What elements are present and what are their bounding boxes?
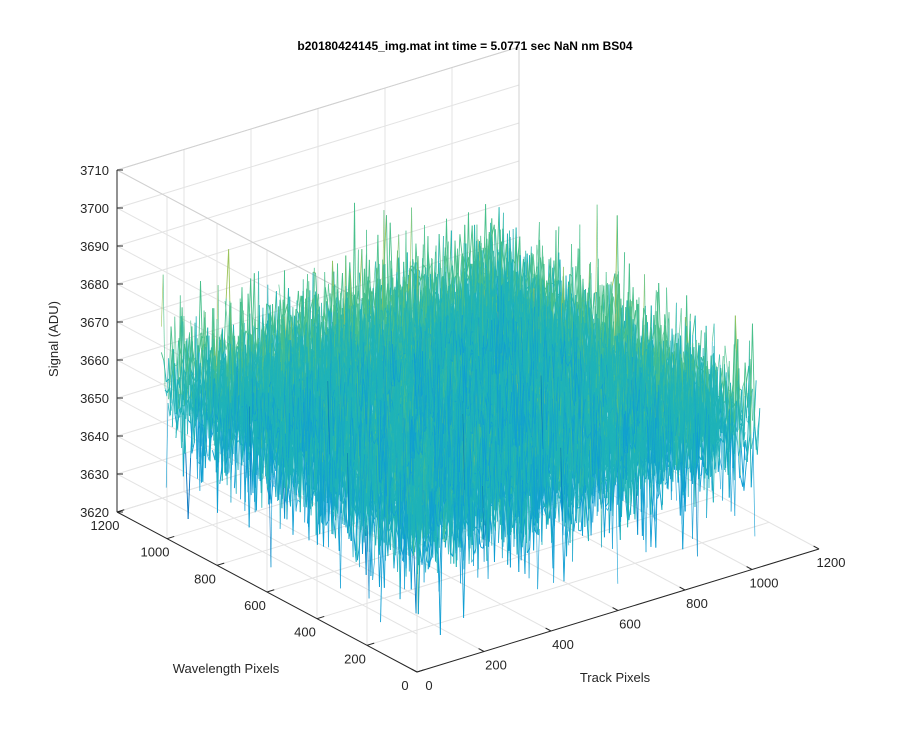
surface-mesh (222, 437, 227, 476)
surface-mesh (459, 234, 463, 258)
grid-line (366, 521, 770, 646)
surface-mesh (496, 207, 500, 273)
signal-surface (160, 202, 761, 635)
surface-mesh (272, 456, 277, 497)
surface-mesh (201, 424, 205, 483)
surface-mesh (248, 419, 253, 528)
surface-mesh (247, 278, 252, 345)
surface-mesh (310, 298, 314, 310)
surface-mesh (225, 249, 230, 299)
surface-mesh (389, 222, 394, 291)
surface-mesh (171, 363, 176, 427)
surface-mesh (501, 241, 505, 265)
surface-mesh (187, 457, 192, 519)
surface-mesh (168, 326, 172, 400)
surface-mesh (297, 290, 302, 327)
box-edge (116, 46, 520, 171)
surface-mesh (191, 441, 195, 454)
surface-mesh (160, 352, 165, 361)
surface-mesh (185, 452, 189, 519)
surface-mesh (212, 450, 216, 461)
surface-mesh (349, 262, 353, 309)
